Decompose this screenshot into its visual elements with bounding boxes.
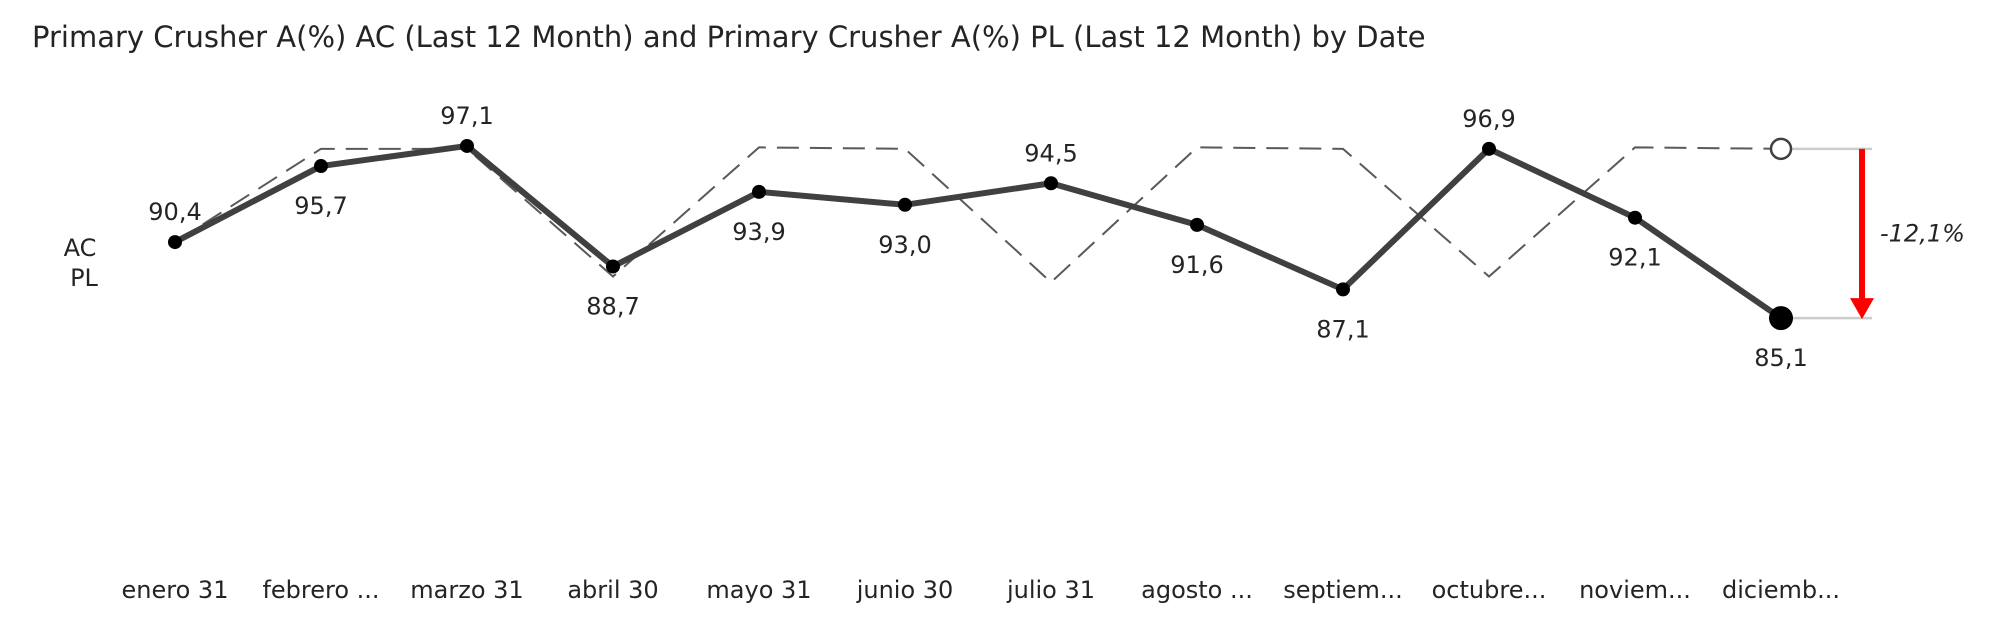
x-tick-label: octubre... <box>1432 576 1547 604</box>
ac-point <box>1482 141 1496 156</box>
ac-point <box>752 184 766 199</box>
variance-label: -12,1% <box>1880 219 1965 247</box>
pl-last-marker <box>1769 137 1793 161</box>
pl-series <box>174 137 1793 284</box>
legend-item-pl: PL <box>70 264 98 292</box>
data-label: 96,9 <box>1462 105 1515 133</box>
x-tick-label: marzo 31 <box>410 576 523 604</box>
ac-point <box>168 235 182 250</box>
x-axis-labels: enero 31 febrero ... marzo 31 abril 30 mayo … <box>122 576 1840 604</box>
data-label: 93,9 <box>732 218 785 246</box>
x-tick-label: enero 31 <box>122 576 229 604</box>
data-label: 85,1 <box>1754 344 1807 372</box>
x-tick-label: junio 30 <box>856 576 954 604</box>
data-label: 90,4 <box>148 198 201 226</box>
legend: AC PL <box>64 234 99 292</box>
variance-arrow-head <box>1850 298 1874 320</box>
data-label: 88,7 <box>586 292 639 320</box>
data-labels: 90,4 95,7 97,1 88,7 93,9 93,0 94,5 91,6 87,1 96,9… <box>148 102 1807 372</box>
ac-point <box>1769 306 1793 331</box>
ac-series <box>168 138 1793 331</box>
data-label: 87,1 <box>1316 315 1369 343</box>
data-label: 97,1 <box>440 102 493 130</box>
ac-point <box>898 197 912 212</box>
x-tick-label: abril 30 <box>567 576 658 604</box>
ac-point <box>1044 176 1058 191</box>
ac-point <box>1336 282 1350 297</box>
ac-point <box>460 138 474 153</box>
ac-point <box>314 159 328 174</box>
data-label: 91,6 <box>1170 251 1223 279</box>
variance-connectors <box>1791 147 1872 320</box>
x-tick-label: septiem... <box>1283 576 1403 604</box>
data-label: 94,5 <box>1024 139 1077 167</box>
ac-point <box>606 259 620 274</box>
x-tick-label: diciemb... <box>1722 576 1840 604</box>
chart-title: Primary Crusher A(%) AC (Last 12 Month) … <box>32 20 1426 54</box>
x-tick-label: noviem... <box>1579 576 1691 604</box>
data-label: 93,0 <box>878 231 931 259</box>
legend-item-ac: AC <box>64 234 97 262</box>
x-tick-label: febrero ... <box>262 576 379 604</box>
x-tick-label: agosto ... <box>1141 576 1253 604</box>
data-label: 95,7 <box>294 192 347 220</box>
pl-line <box>174 146 1782 284</box>
ac-line <box>173 142 1783 321</box>
x-tick-label: mayo 31 <box>706 576 811 604</box>
ac-point <box>1190 217 1204 232</box>
data-label: 92,1 <box>1608 244 1661 272</box>
variance-indicator: -12,1% <box>1850 148 1965 320</box>
ac-point <box>1628 210 1642 225</box>
x-tick-label: julio 31 <box>1006 576 1095 604</box>
